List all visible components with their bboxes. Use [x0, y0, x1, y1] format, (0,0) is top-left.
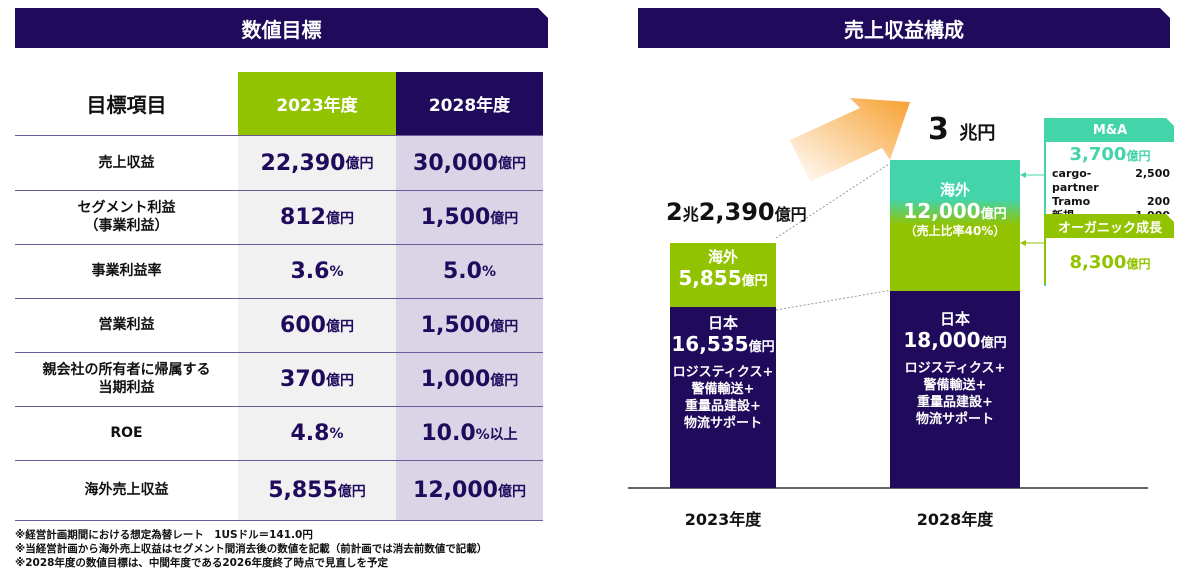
total-2023: 2兆2,390億円 [666, 198, 807, 226]
row-label: セグメント利益 （事業利益） [77, 200, 176, 234]
japan-value: 16,535億円 [671, 332, 775, 357]
value-2023: 3.6% [238, 245, 396, 298]
japan-label: 日本 [707, 314, 738, 333]
row-label: 事業利益率 [91, 263, 162, 279]
organic-title: オーガニック成長 [1046, 214, 1174, 238]
overseas-label: 海外 [707, 248, 738, 267]
japan-label: 日本 [939, 310, 970, 329]
targets-title: 数値目標 [15, 8, 548, 48]
note-3: ※2028年度の数値目標は、中間年度である2026年度終了時点で見直しを予定 [15, 557, 389, 569]
organic-box: オーガニック成長 8,300億円 [1044, 214, 1174, 284]
row-label: 親会社の所有者に帰属する 当期利益 [42, 362, 211, 396]
japan-desc: ロジスティクス+ 警備輸送+ 重量品建設+ 物流サポート [672, 365, 774, 432]
total-2028: 3 兆円 [928, 112, 996, 147]
overseas-value: 12,000億円 [903, 199, 1007, 223]
value-2028: 30,000 億円 [396, 136, 543, 190]
ma-item: Tramo 200 [1052, 195, 1170, 208]
japan-value: 18,000億円 [903, 328, 1007, 353]
growth-arrow-icon [790, 98, 910, 182]
row-divider [15, 190, 543, 191]
note-1: ※経営計画期間における想定為替レート 1USドル＝141.0円 [15, 529, 313, 541]
value-2023: 600 億円 [238, 299, 396, 352]
value-2028: 1,500 億円 [396, 299, 543, 352]
value-2023: 22,390 億円 [238, 136, 396, 190]
value-2028: 1,000 億円 [396, 353, 543, 406]
note-2: ※当経営計画から海外売上収益はセグメント間消去後の数値を記載（前計画では消去前数… [15, 543, 488, 555]
value-2023: 4.8% [238, 407, 396, 460]
ma-item: cargo-partner 2,500 [1052, 167, 1170, 194]
value-2023: 370 億円 [238, 353, 396, 406]
bar-2023-overseas: 海外 5,855億円 [670, 243, 776, 308]
row-divider [15, 520, 543, 521]
bar-2028-overseas: 海外 12,000億円 （売上比率40%） [890, 160, 1020, 292]
value-2028: 5.0% [396, 245, 543, 298]
row-label: 売上収益 [98, 154, 155, 171]
value-2028: 10.0 %以上 [396, 407, 543, 460]
organic-value: 8,300億円 [1069, 252, 1151, 273]
value-2023: 5,855 億円 [238, 461, 396, 520]
header-2028: 2028年度 [396, 72, 543, 135]
value-2028: 1,500 億円 [396, 191, 543, 244]
revenue-title: 売上収益構成 [638, 8, 1170, 48]
header-2023: 2023年度 [238, 72, 396, 135]
value-2028: 12,000 億円 [396, 461, 543, 520]
row-divider [15, 135, 543, 136]
bar-2023-japan: 日本 16,535億円 ロジスティクス+ 警備輸送+ 重量品建設+ 物流サポート [670, 307, 776, 488]
connector-mid [775, 289, 893, 311]
row-divider [15, 406, 543, 407]
row-divider [15, 298, 543, 299]
row-label: 営業利益 [98, 317, 155, 333]
overseas-value: 5,855億円 [678, 266, 768, 291]
row-divider [15, 352, 543, 353]
overseas-label: 海外 [939, 181, 970, 199]
japan-desc: ロジスティクス+ 警備輸送+ 重量品建設+ 物流サポート [904, 361, 1006, 428]
ma-title: M&A [1046, 118, 1174, 142]
overseas-ratio: （売上比率40%） [904, 224, 1006, 238]
row-label: 海外売上収益 [84, 482, 169, 498]
connector-top [775, 161, 893, 239]
row-divider [15, 244, 543, 245]
row-divider [15, 460, 543, 461]
ma-box: M&A 3,700億円 cargo-partner 2,500 Tramo 200 … [1044, 118, 1174, 286]
chart-decor [628, 98, 1148, 489]
ma-value: 3,700億円 [1069, 144, 1151, 165]
x-label-2023: 2023年度 [684, 510, 762, 529]
value-2023: 812 億円 [238, 191, 396, 244]
bar-2028-japan: 日本 18,000億円 ロジスティクス+ 警備輸送+ 重量品建設+ 物流サポート [890, 291, 1020, 488]
row-label: ROE [110, 425, 143, 441]
x-label-2028: 2028年度 [916, 510, 994, 529]
header-item: 目標項目 [86, 93, 167, 117]
